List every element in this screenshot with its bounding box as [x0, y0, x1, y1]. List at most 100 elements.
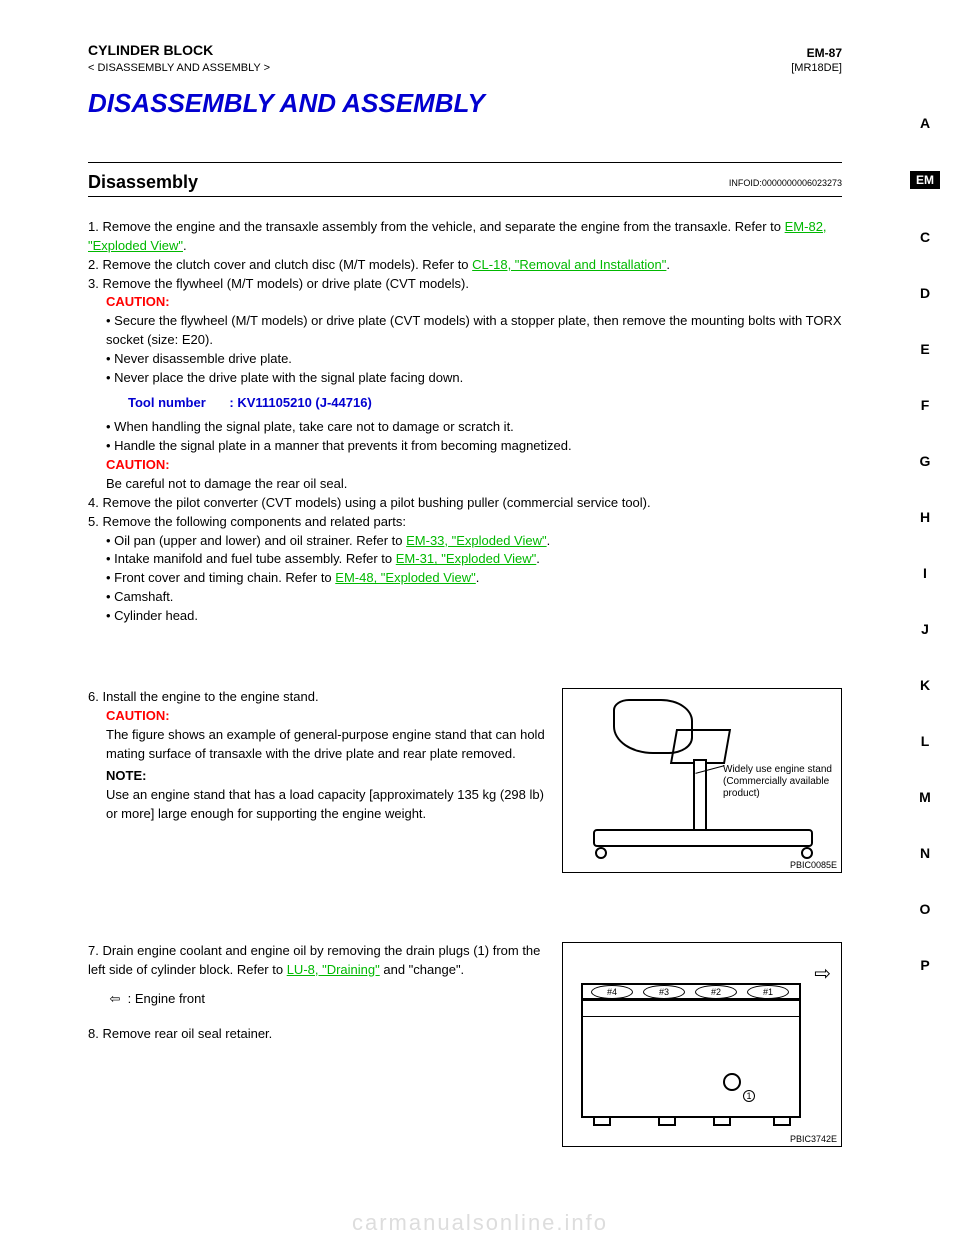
figure-engine-stand: Widely use engine stand (Commercially av…: [562, 688, 842, 873]
link-em48[interactable]: EM-48, "Exploded View": [335, 570, 476, 585]
step-7: 7. Drain engine coolant and engine oil b…: [88, 942, 550, 980]
caution-1a: • Secure the flywheel (M/T models) or dr…: [106, 312, 842, 350]
step-2: 2. Remove the clutch cover and clutch di…: [88, 256, 842, 275]
step-5-list: • Oil pan (upper and lower) and oil stra…: [88, 532, 842, 626]
step-5-num: 5.: [88, 514, 99, 529]
step-3-num: 3.: [88, 276, 99, 291]
step-5: 5. Remove the following components and r…: [88, 513, 842, 532]
tool-value: : KV11105210 (J-44716): [229, 395, 371, 410]
tab-p[interactable]: P: [920, 957, 929, 973]
tab-e[interactable]: E: [920, 341, 929, 357]
tab-f[interactable]: F: [921, 397, 930, 413]
block-line-icon: [581, 1016, 801, 1017]
dis-sep: [88, 160, 842, 163]
step-5b5: • Cylinder head.: [106, 607, 842, 626]
step-8-text: Remove rear oil seal retainer.: [102, 1026, 272, 1041]
step-5b2: • Intake manifold and fuel tube assembly…: [106, 550, 842, 569]
step-1-tail: .: [183, 238, 187, 253]
tab-c[interactable]: C: [920, 229, 930, 245]
bore-2: #2: [695, 985, 737, 999]
link-lu8[interactable]: LU-8, "Draining": [287, 962, 380, 977]
arrow-icon: ⇦: [106, 990, 124, 1009]
front-arrow-icon: ⇨: [814, 961, 831, 986]
caution-1d: • When handling the signal plate, take c…: [106, 418, 842, 437]
link-cl18[interactable]: CL-18, "Removal and Installation": [472, 257, 666, 272]
caution-1e-text: Handle the signal plate in a manner that…: [114, 438, 571, 453]
sep2: [88, 196, 842, 197]
figure-2-id: PBIC3742E: [790, 1134, 837, 1144]
tool-label: Tool number: [128, 395, 206, 410]
leg-icon: [773, 1116, 791, 1126]
step-7-tail: and "change".: [383, 962, 464, 977]
step-2-text: Remove the clutch cover and clutch disc …: [102, 257, 472, 272]
caution-2-label: CAUTION:: [106, 456, 842, 475]
step-6-num: 6.: [88, 689, 99, 704]
step-3: 3. Remove the flywheel (M/T models) or d…: [88, 275, 842, 294]
step-5b1: • Oil pan (upper and lower) and oil stra…: [106, 532, 842, 551]
caution-1b-text: Never disassemble drive plate.: [114, 351, 292, 366]
watermark: carmanualsonline.info: [0, 1210, 960, 1236]
tab-d[interactable]: D: [920, 285, 930, 301]
tab-k[interactable]: K: [920, 677, 930, 693]
tool-row: Tool number : KV11105210 (J-44716): [88, 394, 842, 413]
leg-icon: [593, 1116, 611, 1126]
step-5b5-text: Cylinder head.: [114, 608, 198, 623]
figure-1-id: PBIC0085E: [790, 860, 837, 870]
step-2-tail: .: [666, 257, 670, 272]
caution-1-label: CAUTION:: [106, 293, 842, 312]
tab-l[interactable]: L: [921, 733, 930, 749]
step-78-block: 7. Drain engine coolant and engine oil b…: [88, 942, 550, 1043]
link-em31[interactable]: EM-31, "Exploded View": [396, 551, 537, 566]
step-5b4: • Camshaft.: [106, 588, 842, 607]
step-4-text: Remove the pilot converter (CVT models) …: [102, 495, 650, 510]
step-5-text: Remove the following components and rela…: [102, 514, 406, 529]
caution-3-text: The figure shows an example of general-p…: [106, 726, 550, 764]
subsection-row: Disassembly INFOID:0000000006023273: [88, 172, 842, 193]
step-6-block: 6. Install the engine to the engine stan…: [88, 688, 550, 824]
tab-i[interactable]: I: [923, 565, 927, 581]
caution-1d-text: When handling the signal plate, take car…: [114, 419, 514, 434]
wheel-icon: [595, 847, 607, 859]
caution-1c: • Never place the drive plate with the s…: [106, 369, 842, 388]
step-1-text: Remove the engine and the transaxle asse…: [102, 219, 784, 234]
caution-2-text: Be careful not to damage the rear oil se…: [106, 475, 842, 494]
drain-plug-icon: [723, 1073, 741, 1091]
link-em33[interactable]: EM-33, "Exploded View": [406, 533, 547, 548]
step-7-num: 7.: [88, 943, 99, 958]
leg-icon: [658, 1116, 676, 1126]
arrow-legend-text: : Engine front: [128, 991, 205, 1006]
drain-callout: 1: [743, 1090, 755, 1102]
tab-a[interactable]: A: [920, 115, 930, 131]
caution-1a-text: Secure the flywheel (M/T models) or driv…: [106, 313, 842, 347]
caution-1e: • Handle the signal plate in a manner th…: [106, 437, 842, 456]
side-tabs: A EM C D E F G H I J K L M N O P: [910, 115, 940, 973]
figure-cylinder-block: ⇨ #4 #3 #2 #1 1 PBIC3742E: [562, 942, 842, 1147]
step-1-num: 1.: [88, 219, 99, 234]
tab-g[interactable]: G: [920, 453, 931, 469]
tab-m[interactable]: M: [919, 789, 931, 805]
body: 1. Remove the engine and the transaxle a…: [88, 218, 842, 626]
tab-o[interactable]: O: [920, 901, 931, 917]
tab-j[interactable]: J: [921, 621, 929, 637]
engine-code: [MR18DE]: [791, 62, 842, 74]
step-6-text: Install the engine to the engine stand.: [102, 689, 318, 704]
step-8-num: 8.: [88, 1026, 99, 1041]
step-4-num: 4.: [88, 495, 99, 510]
step-3-text: Remove the flywheel (M/T models) or driv…: [102, 276, 469, 291]
caution-1c-text: Never place the drive plate with the sig…: [114, 370, 463, 385]
tab-em[interactable]: EM: [910, 171, 940, 189]
caution-1-cont: • When handling the signal plate, take c…: [88, 418, 842, 493]
bore-1: #1: [747, 985, 789, 999]
stand-base-icon: [593, 829, 813, 847]
tab-n[interactable]: N: [920, 845, 930, 861]
note-text: Use an engine stand that has a load capa…: [106, 786, 550, 824]
tab-h[interactable]: H: [920, 509, 930, 525]
component-title: CYLINDER BLOCK: [88, 42, 213, 58]
caution-1: CAUTION: • Secure the flywheel (M/T mode…: [88, 293, 842, 387]
arrow-legend: ⇦ : Engine front: [88, 990, 550, 1009]
subsection-title: Disassembly: [88, 172, 198, 192]
bore-4: #4: [591, 985, 633, 999]
note-label: NOTE:: [106, 767, 550, 786]
step-5b1-text: Oil pan (upper and lower) and oil strain…: [114, 533, 406, 548]
step-4: 4. Remove the pilot converter (CVT model…: [88, 494, 842, 513]
